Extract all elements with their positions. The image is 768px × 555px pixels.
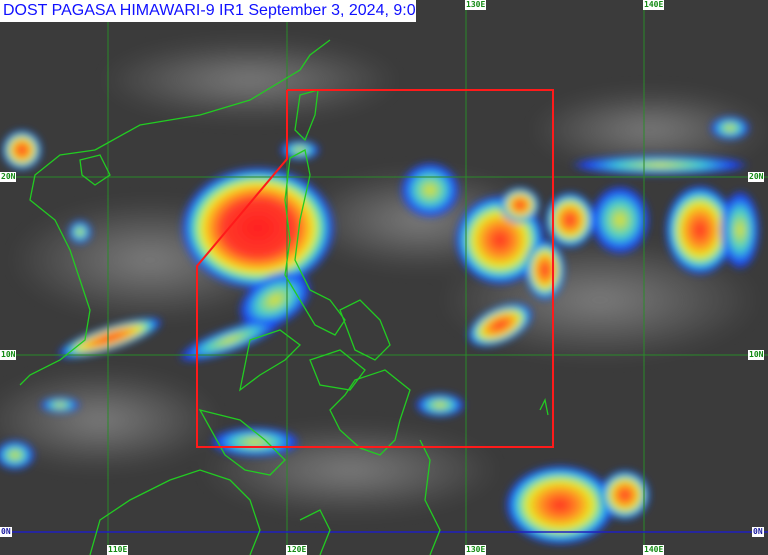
par-boundary xyxy=(196,89,554,448)
top-lon-label-140e: 140E xyxy=(643,0,665,10)
lat-label-20n-left: 20N xyxy=(0,172,17,182)
lon-label-110e: 110E xyxy=(107,545,129,555)
lon-label-120e: 120E xyxy=(286,545,308,555)
lat-label-10n-left: 10N xyxy=(0,350,17,360)
lon-label-140e: 140E xyxy=(643,545,665,555)
lat-label-10n-right: 10N xyxy=(748,350,765,360)
top-lon-label-130e: 130E xyxy=(465,0,487,10)
tropical-storm-cloud xyxy=(180,166,336,290)
lon-label-130e: 130E xyxy=(465,545,487,555)
lat-label-0n-right: 0N xyxy=(752,527,764,537)
coastlines xyxy=(19,39,549,555)
lat-label-0n-left: 0N xyxy=(0,527,12,537)
lat-label-20n-right: 20N xyxy=(748,172,765,182)
convective-clouds xyxy=(0,116,760,545)
gray-cloud-texture xyxy=(0,40,768,515)
image-title: DOST PAGASA HIMAWARI-9 IR1 September 3, … xyxy=(0,0,416,22)
